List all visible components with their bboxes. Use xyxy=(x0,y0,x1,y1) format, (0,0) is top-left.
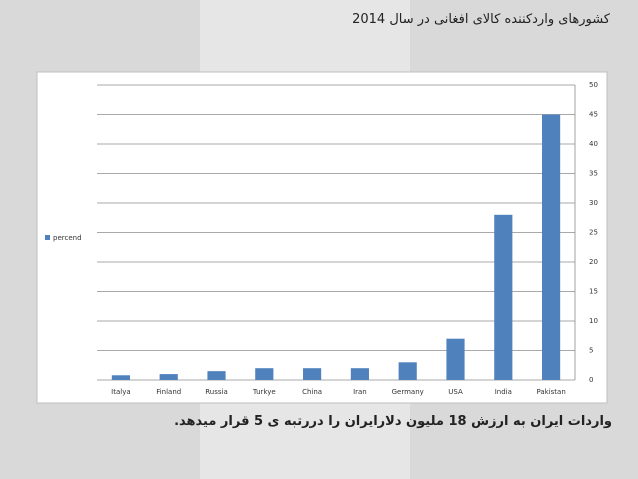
chart-title: کشورهای واردکننده کالای افغانی در سال 20… xyxy=(352,12,610,27)
y-tick-label: 20 xyxy=(589,258,598,266)
x-tick-label: USA xyxy=(448,388,463,396)
x-tick-label: Iran xyxy=(353,388,367,396)
x-tick-label: China xyxy=(302,388,322,396)
bar xyxy=(159,374,178,380)
bar xyxy=(207,371,226,380)
bar xyxy=(398,362,417,380)
y-tick-label: 15 xyxy=(589,288,598,296)
bar xyxy=(303,368,322,380)
y-tick-label: 35 xyxy=(589,170,598,178)
y-tick-label: 30 xyxy=(589,199,598,207)
x-tick-label: Russia xyxy=(205,388,228,396)
x-tick-label: Germany xyxy=(392,388,424,396)
bar xyxy=(494,214,513,380)
x-tick-label: India xyxy=(495,388,512,396)
x-tick-label: Italya xyxy=(111,388,130,396)
bar xyxy=(350,368,369,380)
x-tick-label: Finland xyxy=(156,388,181,396)
caption: واردات ایران به ارزش 18 ملیون دلارایران … xyxy=(174,414,612,429)
legend-label: percend xyxy=(53,234,82,242)
bar xyxy=(255,368,274,380)
legend-swatch xyxy=(45,235,50,240)
y-tick-label: 0 xyxy=(589,376,593,384)
chart-frame xyxy=(36,71,608,404)
y-tick-label: 5 xyxy=(589,347,593,355)
bar xyxy=(446,338,465,380)
bar xyxy=(111,375,130,380)
bar xyxy=(542,114,561,380)
y-tick-label: 50 xyxy=(589,81,598,89)
y-tick-label: 10 xyxy=(589,317,598,325)
y-tick-label: 45 xyxy=(589,111,598,119)
x-tick-label: Turkye xyxy=(252,388,276,396)
y-tick-label: 25 xyxy=(589,229,598,237)
y-tick-label: 40 xyxy=(589,140,598,148)
x-tick-label: Pakistan xyxy=(536,388,565,396)
